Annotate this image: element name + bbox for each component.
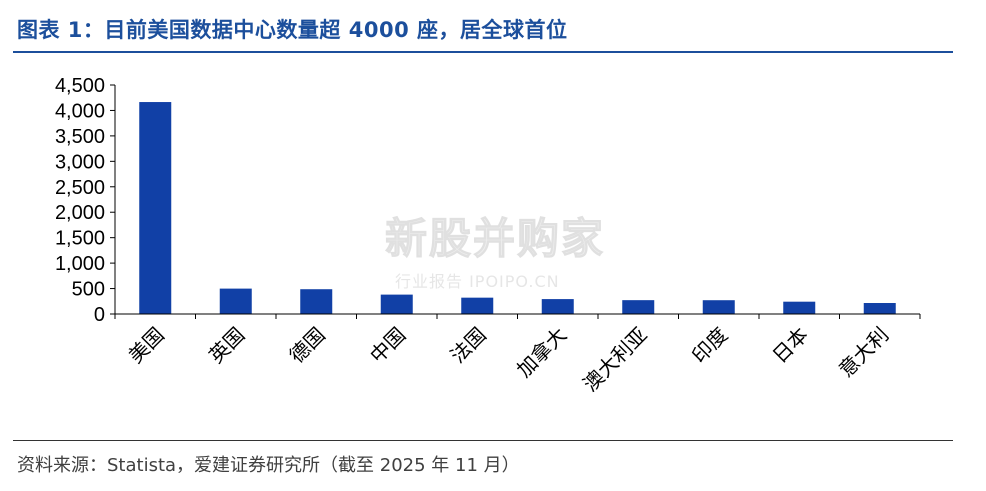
bar-6 bbox=[541, 299, 574, 314]
x-category-label: 美国 bbox=[124, 323, 169, 368]
y-axis: 0 500 1,000 1,500 2,000 2,500 3,000 3,500 4,000 4… bbox=[55, 75, 116, 326]
y-tick-label: 4,000 bbox=[55, 100, 105, 122]
x-category-label: 德国 bbox=[285, 323, 330, 368]
x-category-label: 英国 bbox=[204, 323, 249, 368]
bar-4 bbox=[380, 294, 413, 314]
x-category-label: 日本 bbox=[768, 323, 813, 368]
bars bbox=[139, 102, 896, 314]
source-note: 资料来源：Statista，爱建证券研究所（截至 2025 年 11 月） bbox=[17, 455, 520, 476]
bar-10 bbox=[863, 303, 896, 314]
bar-7 bbox=[622, 300, 655, 314]
y-tick-label: 500 bbox=[72, 279, 105, 301]
bar-1 bbox=[139, 102, 172, 314]
bar-8 bbox=[702, 300, 735, 314]
x-axis: 美国 英国 德国 中国 法国 加拿大 澳大利亚 印度 日本 意大利 bbox=[114, 313, 921, 397]
y-tick-label: 0 bbox=[94, 304, 105, 326]
figure-title: 图表 1：目前美国数据中心数量超 4000 座，居全球首位 bbox=[17, 18, 568, 42]
title-divider bbox=[13, 51, 953, 53]
y-tick-label: 2,000 bbox=[55, 202, 105, 224]
bar-2 bbox=[219, 288, 252, 314]
y-tick-label: 3,500 bbox=[55, 126, 105, 148]
y-tick-label: 3,000 bbox=[55, 151, 105, 173]
y-tick-label: 4,500 bbox=[55, 75, 105, 97]
x-category-label: 印度 bbox=[687, 323, 732, 368]
x-category-label: 意大利 bbox=[834, 323, 893, 382]
y-tick-label: 1,000 bbox=[55, 253, 105, 275]
x-category-label: 中国 bbox=[365, 323, 410, 368]
x-category-label: 加拿大 bbox=[512, 323, 571, 382]
x-category-label: 法国 bbox=[446, 323, 491, 368]
y-tick-label: 1,500 bbox=[55, 228, 105, 250]
bar-9 bbox=[783, 301, 816, 314]
y-tick-label: 2,500 bbox=[55, 177, 105, 199]
bar-5 bbox=[461, 297, 494, 314]
source-divider bbox=[13, 440, 953, 441]
x-category-label: 澳大利亚 bbox=[578, 323, 652, 397]
bar-3 bbox=[300, 289, 333, 314]
